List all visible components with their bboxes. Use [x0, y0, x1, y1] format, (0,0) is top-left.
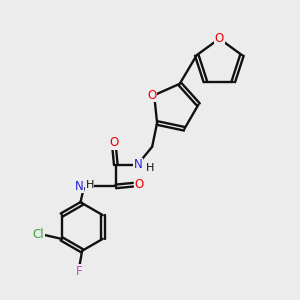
Text: H: H	[146, 163, 154, 172]
Text: O: O	[147, 89, 156, 102]
Text: O: O	[110, 136, 119, 149]
Text: O: O	[215, 32, 224, 45]
Text: N: N	[74, 180, 83, 193]
Text: Cl: Cl	[33, 228, 44, 242]
Text: F: F	[76, 265, 83, 278]
Text: O: O	[134, 178, 144, 191]
Text: H: H	[85, 180, 94, 190]
Text: N: N	[134, 158, 142, 171]
